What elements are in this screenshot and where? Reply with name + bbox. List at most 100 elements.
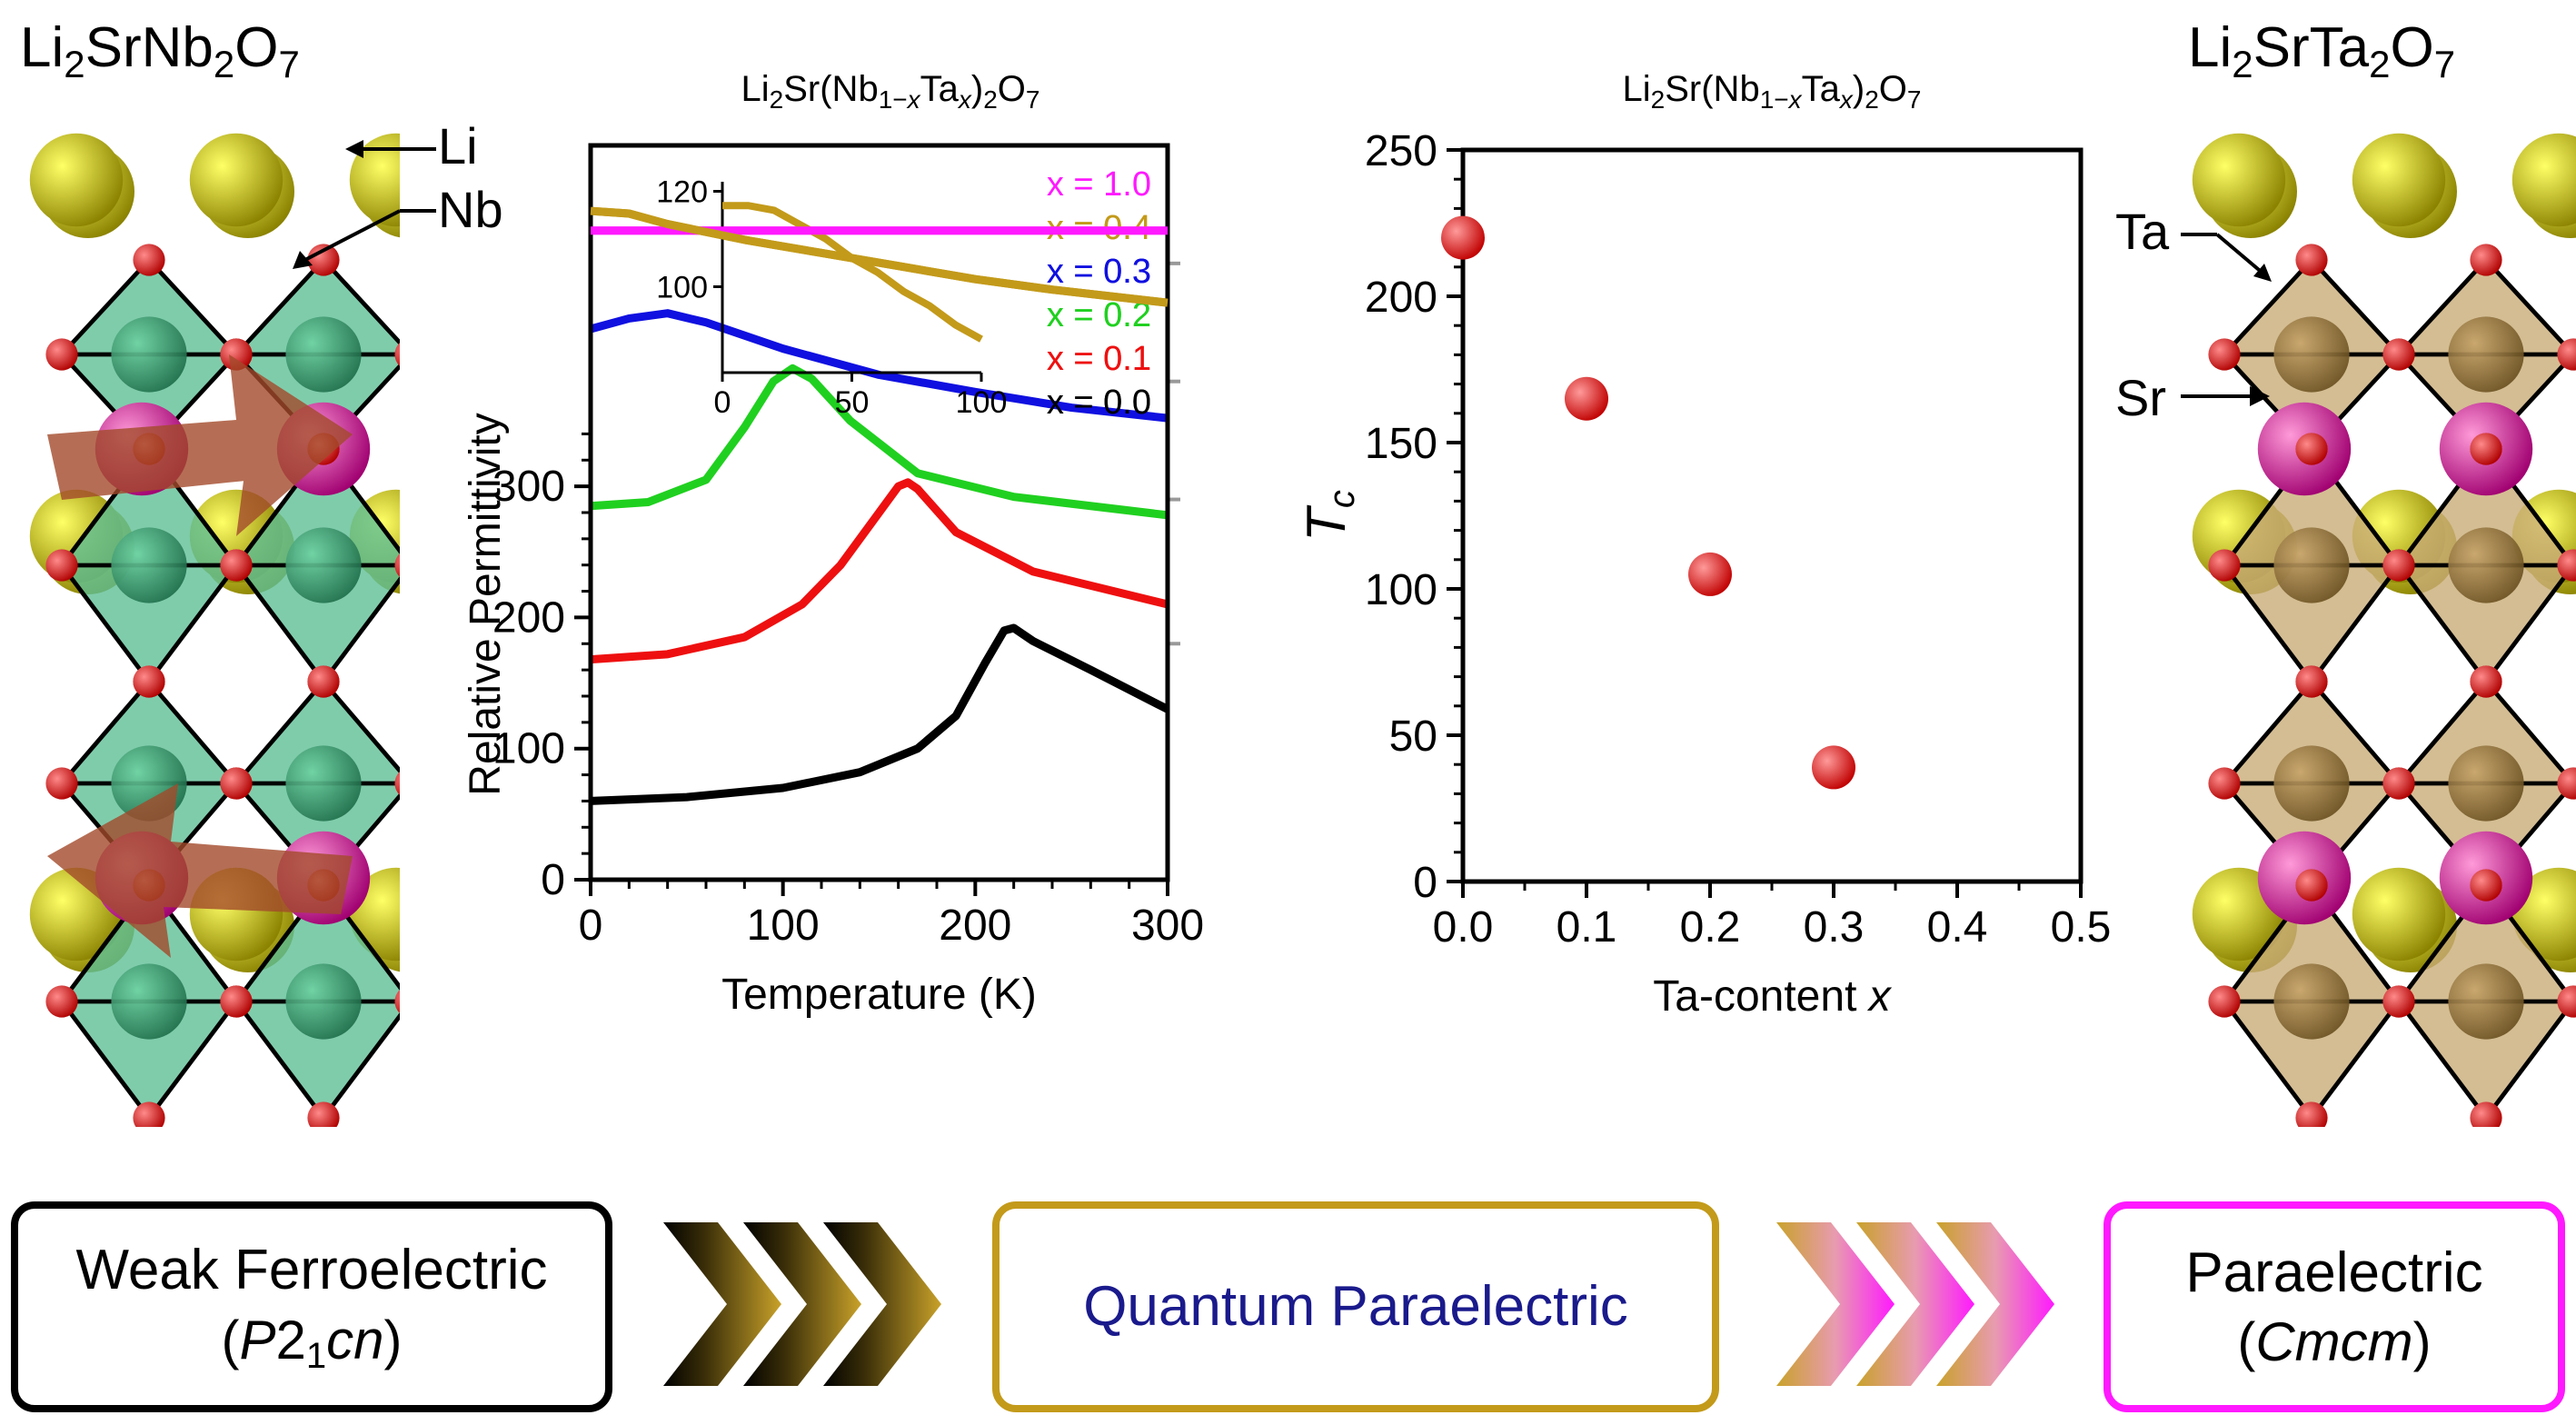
x-tick-label: 0.4 [1927,903,1988,952]
x-tick-label: 300 [1131,902,1204,950]
chart2-title: Li2Sr(Nb1−xTax)2O7 [1622,69,1922,114]
y-tick-label: 0 [1413,859,1437,907]
cation-atom [2273,527,2350,603]
cation-atom [2448,527,2524,603]
y-tick-label: 250 [1365,127,1437,175]
y-tick-label: 0 [541,856,565,904]
oxygen-atom [307,1101,340,1127]
cation-atom [2448,745,2524,822]
li-atom [2352,133,2446,227]
label-pointers-right [2181,233,2272,406]
legend-entry: x = 0.3 [1047,253,1151,291]
phase-weak-ferroelectric: Weak Ferroelectric (P21cn) [11,1201,612,1412]
y-tick-label: 200 [492,593,565,642]
x-axis-label: Temperature (K) [721,971,1037,1019]
compound-right-title: Li2SrTa2O7 [2188,16,2456,85]
li-atom [29,133,124,227]
oxygen-atom [45,985,78,1018]
x-tick-label: 200 [939,902,1011,950]
phase-weak-ferroelectric-group: (P21cn) [221,1309,403,1376]
cation-atom [2273,963,2350,1040]
li-atom [2511,133,2576,227]
x-tick-label: 100 [747,902,820,950]
oxygen-atom [2382,767,2415,800]
inset-x-tick-label: 0 [714,385,731,420]
structure-left [29,133,400,1127]
inset-y-tick-label: 120 [656,175,708,210]
oxygen-atom [45,338,78,371]
phase-paraelectric-group: (Cmcm) [2237,1311,2432,1373]
oxygen-atom [394,990,400,1013]
oxygen-atom [2295,1101,2328,1127]
oxygen-atom [2470,869,2502,902]
oxygen-atom [2295,244,2328,276]
compound-left-title: Li2SrNb2O7 [20,16,300,85]
oxygen-atom [2557,338,2576,371]
cation-atom [2273,316,2350,393]
oxygen-atom [2382,338,2415,371]
x-tick-label: 0.5 [2051,903,2112,952]
oxygen-atom [2295,869,2328,902]
oxygen-atom [2295,433,2328,465]
phase-quantum-paraelectric-label: Quantum Paraelectric [1083,1275,1628,1339]
legend-entry: x = 0.0 [1047,384,1151,422]
oxygen-atom [2470,665,2502,698]
oxygen-atom [45,549,78,582]
y-axis-label: Relative Permittivity [462,413,510,795]
phase-paraelectric-label: Paraelectric [2185,1241,2483,1304]
series-line [590,623,1170,805]
oxygen-atom [2470,244,2502,276]
oxygen-atom [133,665,165,698]
oxygen-atom [2557,985,2576,1018]
oxygen-atom [2382,549,2415,582]
inset-bg [591,145,1168,197]
chart1-title: Li2Sr(Nb1−xTax)2O7 [741,69,1040,114]
legend-entry: x = 1.0 [1047,165,1151,204]
oxygen-atom [133,1101,165,1127]
legend-entry: x = 0.1 [1047,340,1151,378]
data-point [1441,215,1485,260]
cation-atom [285,745,362,822]
oxygen-atom [133,244,165,276]
legend-entry: x = 0.3 [1047,253,1151,291]
x-tick-label: 0.3 [1804,903,1865,952]
polarization-arrow-left [47,783,353,958]
oxygen-atom [2557,549,2576,582]
y-tick-label: 300 [492,463,565,511]
legend-entry: x = 0.1 [1047,340,1151,378]
cation-atom [2448,316,2524,393]
label-sr: Sr [2115,369,2166,426]
label-ta: Ta [2115,203,2170,260]
oxygen-atom [394,553,400,577]
y-tick-label: 200 [1365,274,1437,322]
phase-quantum-paraelectric: Quantum Paraelectric [992,1201,1719,1412]
y-tick-label: 100 [492,725,565,773]
phase-paraelectric: Paraelectric (Cmcm) [2104,1201,2565,1412]
x-axis-label: Ta-content x [1653,972,1892,1021]
data-point [1688,552,1732,596]
cation-atom [111,316,187,393]
li-atom [2192,133,2286,227]
y-tick-label: 150 [1365,420,1437,468]
oxygen-atom [2295,665,2328,698]
oxygen-atom [45,767,78,800]
oxygen-atom [2382,985,2415,1018]
series-line [589,309,1169,423]
oxygen-atom [220,549,253,582]
oxygen-atom [2208,549,2241,582]
oxygen-atom [2557,767,2576,800]
oxygen-atom [307,244,340,276]
x-tick-label: 0.1 [1557,903,1617,952]
x-tick-label: 0.0 [1433,903,1494,952]
plot-frame [1460,147,2084,884]
series-line [590,206,1169,307]
x-tick-label: 0.2 [1680,903,1741,952]
x-tick-label: 0 [579,902,603,950]
cation-atom [111,527,187,603]
inset-y-tick-label: 100 [656,271,708,305]
oxygen-atom [2208,985,2241,1018]
oxygen-atom [220,767,253,800]
y-tick-label: 100 [1365,566,1437,614]
cation-atom [285,963,362,1040]
legend-entry: x = 0.0 [1047,384,1151,422]
